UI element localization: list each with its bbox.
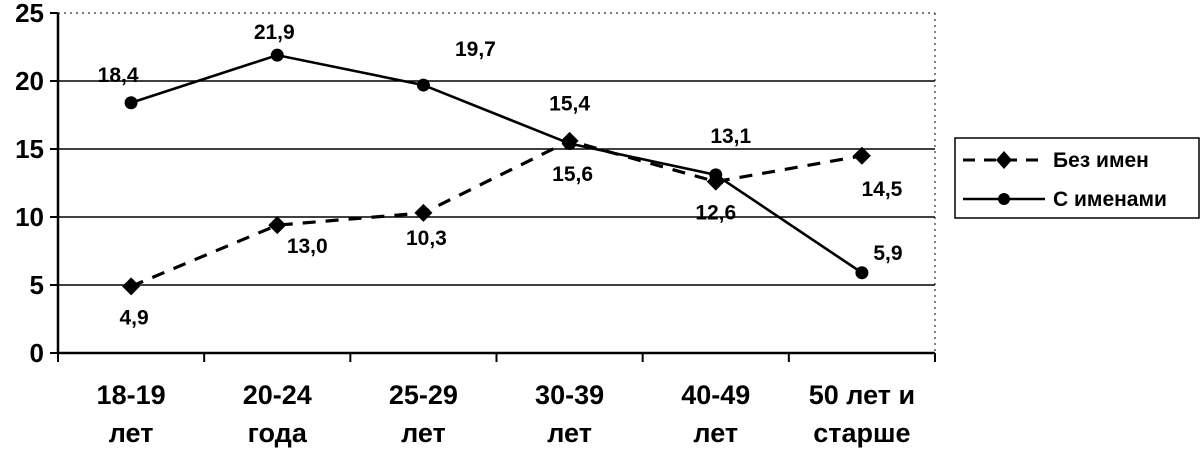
x-category-label: старше — [813, 418, 910, 448]
gridlines — [58, 12, 935, 286]
y-tick-label: 5 — [30, 270, 44, 300]
legend-marker-s-imenami — [998, 193, 1010, 205]
marker-s-imenami — [709, 168, 723, 182]
data-label-s-imenami: 21,9 — [254, 21, 295, 44]
data-labels: 4,9 13,0 10,3 15,6 12,6 14,5 18,4 21,9 19,7 15,4 1… — [98, 21, 903, 329]
legend-label-s-imenami: С именами — [1053, 188, 1167, 211]
legend-label-bez-imen: Без имен — [1053, 149, 1149, 172]
y-tick-label: 10 — [15, 202, 44, 232]
data-label-s-imenami: 15,4 — [549, 93, 590, 116]
y-axis-ticks: 0 5 10 15 20 25 — [15, 0, 58, 368]
data-label-s-imenami: 13,1 — [710, 125, 751, 148]
series-line-bez-imen — [130, 139, 863, 288]
x-category-label: 50 лет и — [809, 380, 915, 410]
series-line-s-imenami — [130, 53, 863, 274]
y-tick-label: 0 — [30, 338, 44, 368]
legend-box — [954, 137, 1200, 219]
data-label-bez-imen: 12,6 — [695, 202, 736, 225]
data-label-bez-imen: 10,3 — [406, 227, 447, 250]
marker-bez-imen — [852, 146, 871, 165]
data-label-bez-imen: 4,9 — [119, 306, 148, 329]
data-label-bez-imen: 13,0 — [287, 235, 328, 258]
x-category-label: 25-29 — [389, 380, 458, 410]
legend-marker-bez-imen — [996, 151, 1012, 169]
x-category-label: года — [248, 418, 308, 448]
marker-s-imenami — [416, 78, 430, 92]
y-tick-label: 20 — [15, 66, 44, 96]
data-label-bez-imen: 15,6 — [552, 163, 593, 186]
x-axis-ticks: 18-19 лет 20-24 года 25-29 лет 30-39 лет 40-49 ле… — [57, 353, 936, 448]
series-layer — [122, 48, 871, 296]
x-category-label: 40-49 — [681, 380, 750, 410]
axes — [56, 13, 936, 355]
marker-bez-imen — [122, 277, 141, 296]
marker-bez-imen — [414, 203, 433, 222]
x-category-label: 20-24 — [243, 380, 312, 410]
legend: Без имен С именами — [954, 137, 1200, 219]
x-category-label: 30-39 — [535, 380, 604, 410]
marker-s-imenami — [270, 48, 284, 62]
x-category-label: лет — [693, 418, 738, 448]
marker-bez-imen — [268, 216, 287, 235]
x-category-label: лет — [547, 418, 592, 448]
marker-s-imenami — [855, 266, 869, 280]
x-category-label: 18-19 — [97, 380, 166, 410]
data-label-s-imenami: 5,9 — [873, 242, 902, 265]
marker-s-imenami — [563, 137, 577, 151]
data-label-bez-imen: 14,5 — [861, 178, 902, 201]
data-label-s-imenami: 18,4 — [98, 64, 139, 87]
x-category-label: лет — [109, 418, 154, 448]
data-label-s-imenami: 19,7 — [455, 38, 496, 61]
x-category-label: лет — [401, 418, 446, 448]
marker-s-imenami — [124, 96, 138, 110]
y-tick-label: 25 — [15, 0, 44, 28]
y-tick-label: 15 — [15, 134, 44, 164]
